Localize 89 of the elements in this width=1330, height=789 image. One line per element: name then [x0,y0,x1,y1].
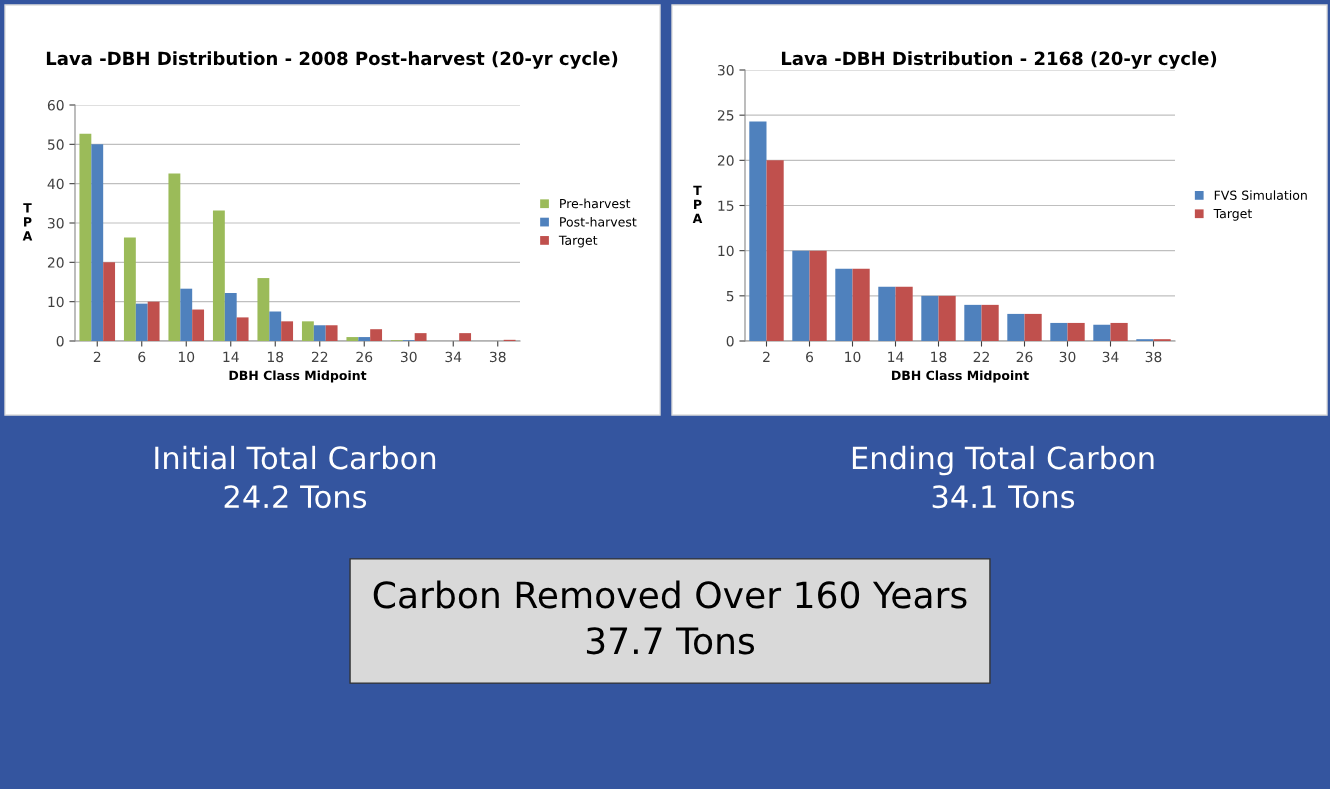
x-tick-label: 6 [806,351,814,363]
x-tick-label: 22 [311,351,328,362]
bar [938,295,956,341]
legend-label: Post-harvest [560,216,637,227]
bar [91,144,104,341]
bar [981,304,999,341]
y-tick-label: 30 [717,64,734,76]
x-tick-label: 14 [888,351,904,362]
bar [921,295,939,341]
bar [809,250,827,341]
x-tick-label: 30 [1059,351,1076,363]
bar [103,262,116,341]
bar [1007,313,1025,341]
text: Ending Total Carbon 34.1 Tons [852,445,1154,509]
x-tick-label: 14 [223,351,239,362]
bar [212,210,225,341]
x-tick-label: 6 [138,351,146,363]
text: Carbon Removed Over 160 Years 37.7 Tons [373,580,967,655]
y-tick-label: 10 [48,296,64,308]
x-tick-label: 38 [489,351,506,363]
bar [123,237,136,341]
y-tick-label: 25 [717,110,734,121]
bar [414,333,427,341]
y-tick-label: 30 [47,217,64,229]
bar [281,321,294,341]
x-tick-label: 10 [178,351,195,363]
legend-label: Pre-harvest [560,198,631,209]
y-tick-label: 5 [726,290,734,302]
text: Initial Total Carbon 24.2 Tons [155,445,436,509]
bar [346,337,359,341]
x-tick-label: 26 [1016,351,1033,363]
bar [313,325,326,341]
legend-label: FVS Simulation [1214,190,1307,200]
y-tick-label: 20 [47,257,64,268]
bar [236,317,249,341]
bar [224,293,237,341]
bar [964,304,982,341]
y-tick-label: 15 [718,200,734,211]
x-tick-label: 34 [1102,351,1119,363]
bar [325,325,338,341]
bar [269,311,282,341]
bar [135,303,148,341]
y-tick-label: 40 [47,178,64,190]
y-tick-label: 0 [56,335,64,347]
bar [852,268,870,341]
bar [168,173,181,341]
x-tick-label: 34 [445,351,462,363]
y-tick-label: 20 [717,155,734,166]
bar [792,250,810,341]
bar [749,121,767,341]
x-tick-label: 22 [973,351,989,362]
x-tick-label: 30 [400,351,417,363]
bar [370,329,383,341]
bar [895,286,913,341]
bar [79,133,92,341]
legend-label: Target [558,235,598,248]
x-tick-label: 18 [267,351,284,363]
bar [192,309,205,341]
x-tick-label: 18 [931,351,947,363]
bar [835,268,853,341]
x-axis-title: DBH Class Midpoint [892,370,1029,383]
y-axis-title: TPA [692,185,703,223]
bar [1093,324,1111,341]
bar [180,288,193,341]
bar [358,337,371,341]
x-tick-label: 10 [845,351,861,363]
chart-title: Lava -DBH Distribution - 2008 Post-harvest (20-yr cycle) [46,51,618,69]
bar [1067,322,1085,341]
y-tick-label: 60 [47,99,64,111]
x-tick-label: 38 [1145,351,1162,363]
bar [147,301,160,341]
bar [766,160,784,341]
x-tick-label: 26 [356,351,373,363]
y-tick-label: 50 [47,139,64,150]
bar [257,278,270,341]
bar [1024,313,1042,341]
y-axis-title: TPA [22,203,33,241]
x-tick-label: 2 [93,351,101,362]
y-tick-label: 0 [726,335,734,347]
bar [878,286,896,341]
x-tick-label: 2 [763,351,770,362]
y-tick-label: 10 [718,245,734,257]
chart-title: Lava -DBH Distribution - 2168 (20-yr cycle) [781,51,1217,69]
bar [1110,322,1128,341]
legend-label: Target [1213,209,1252,221]
bar [459,333,472,341]
bar [301,321,314,341]
bar [1050,322,1068,341]
x-axis-title: DBH Class Midpoint [229,370,367,383]
